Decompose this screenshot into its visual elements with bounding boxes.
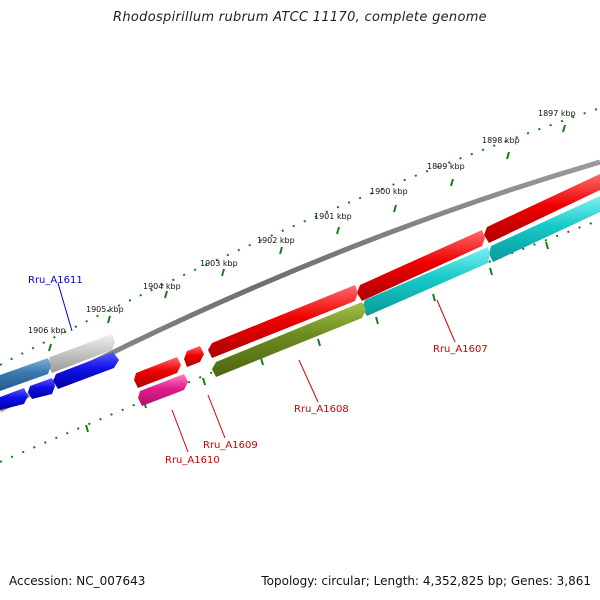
- gene-feature-blue-1[interactable]: [53, 352, 119, 389]
- gene-label-rru-a1610: Rru_A1610: [165, 455, 220, 466]
- gene-feature-rru-a1607[interactable]: [489, 196, 600, 262]
- label-leaders: [57, 282, 456, 453]
- gene-label-rru-a1609: Rru_A1609: [203, 440, 258, 451]
- gene-feature-rru-a1607-forward-2[interactable]: [357, 230, 485, 301]
- scale-label: 1903 kbp: [200, 259, 238, 268]
- major-ticks: [48, 124, 566, 352]
- scale-label: 1900 kbp: [370, 187, 408, 196]
- scale-label: 1902 kbp: [257, 236, 295, 245]
- gene-label-rru-a1611: Rru_A1611: [28, 275, 83, 286]
- scale-label: 1899 kbp: [427, 162, 465, 171]
- scale-label: 1901 kbp: [314, 212, 352, 221]
- scale-ring-inner: [0, 219, 600, 463]
- gene-feature-blue-3[interactable]: [0, 388, 28, 410]
- gene-label-rru-a1607: Rru_A1607: [433, 344, 488, 355]
- gene-label-rru-a1608: Rru_A1608: [294, 404, 349, 415]
- gene-feature-rru-a1609-forward[interactable]: [184, 346, 204, 367]
- reverse-strand-features: [0, 196, 600, 410]
- scale-label: 1905 kbp: [86, 305, 124, 314]
- gene-feature-rru-a1607-b[interactable]: [362, 247, 490, 316]
- gene-feature-rru-a1608[interactable]: [212, 302, 366, 377]
- gene-feature-rru-a1608-forward[interactable]: [208, 285, 358, 358]
- map-title: Rhodospirillum rubrum ATCC 11170, comple…: [113, 10, 487, 25]
- scale-label: 1906 kbp: [28, 326, 66, 335]
- gene-feature-rru-a1610[interactable]: [138, 374, 188, 406]
- scale-label: 1904 kbp: [143, 282, 181, 291]
- genome-summary-text: Topology: circular; Length: 4,352,825 bp…: [261, 574, 591, 588]
- gene-feature-rru-a1610-forward[interactable]: [134, 357, 181, 388]
- gene-feature-blue-2[interactable]: [28, 378, 55, 399]
- gene-feature-steelblue[interactable]: [0, 358, 51, 391]
- scale-label: 1898 kbp: [482, 136, 520, 145]
- scale-label: 1897 kbp: [538, 109, 576, 118]
- gene-feature-rru-a1611[interactable]: [48, 334, 115, 373]
- gene-feature-rru-a1607-forward[interactable]: [484, 174, 600, 243]
- accession-text: Accession: NC_007643: [9, 574, 146, 588]
- forward-strand-features: [134, 174, 600, 388]
- scale-ring-outer: [0, 107, 600, 366]
